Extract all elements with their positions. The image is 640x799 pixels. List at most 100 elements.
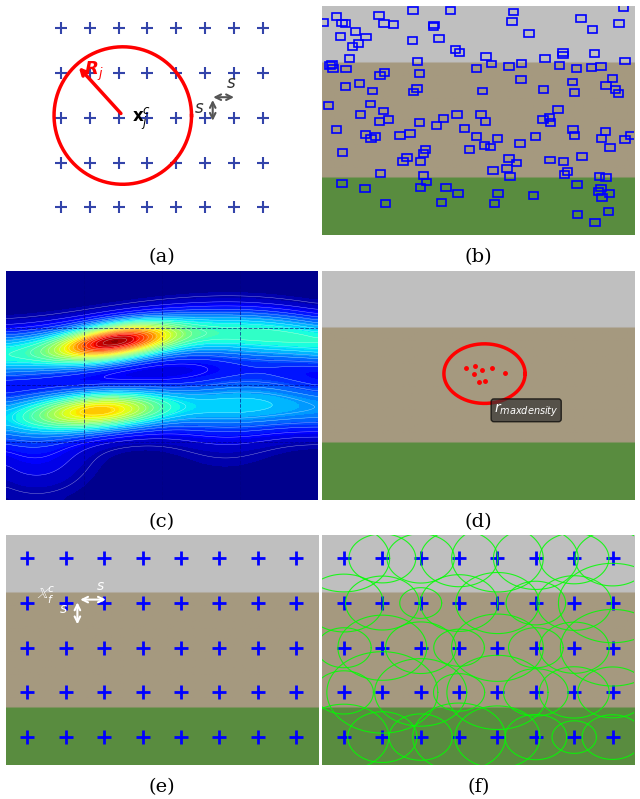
Bar: [415, 119, 424, 125]
Bar: [379, 108, 388, 114]
Bar: [515, 141, 525, 147]
Bar: [452, 112, 461, 118]
Bar: [507, 18, 516, 25]
Bar: [597, 135, 606, 142]
Bar: [396, 132, 404, 139]
Bar: [360, 185, 370, 192]
Bar: [545, 157, 555, 164]
Bar: [531, 133, 541, 140]
Bar: [568, 125, 578, 133]
Bar: [529, 193, 538, 199]
Bar: [472, 133, 481, 140]
Bar: [455, 49, 464, 56]
Text: (a): (a): [148, 248, 175, 266]
Text: $s$: $s$: [59, 602, 68, 616]
Bar: [408, 7, 418, 14]
Bar: [361, 131, 371, 137]
Bar: [538, 116, 548, 122]
Bar: [504, 63, 513, 70]
Bar: [429, 22, 439, 29]
Bar: [480, 142, 489, 149]
Bar: [587, 64, 596, 70]
Bar: [596, 185, 605, 192]
Bar: [554, 106, 563, 113]
Bar: [445, 6, 455, 14]
Text: $s$: $s$: [226, 74, 236, 92]
Bar: [620, 58, 630, 65]
Bar: [384, 116, 393, 123]
Bar: [509, 9, 518, 15]
Bar: [351, 28, 360, 35]
Bar: [328, 65, 337, 72]
Bar: [493, 189, 502, 197]
Bar: [420, 146, 430, 153]
Text: $s$: $s$: [195, 99, 205, 117]
Bar: [337, 181, 347, 187]
Bar: [429, 23, 438, 30]
Bar: [594, 188, 604, 194]
Bar: [380, 70, 389, 76]
Bar: [589, 50, 599, 57]
Bar: [465, 146, 474, 153]
Bar: [568, 78, 577, 85]
Bar: [324, 102, 333, 109]
Bar: [502, 165, 512, 172]
Text: $s$: $s$: [96, 579, 105, 594]
Bar: [604, 208, 613, 215]
Bar: [620, 136, 630, 143]
Bar: [601, 129, 611, 135]
Bar: [348, 43, 357, 50]
Bar: [325, 62, 335, 70]
Bar: [335, 34, 345, 40]
Bar: [422, 178, 431, 185]
Bar: [493, 136, 502, 142]
Bar: [486, 144, 495, 150]
Bar: [559, 171, 569, 178]
Bar: [605, 189, 614, 197]
Bar: [505, 173, 515, 180]
Bar: [374, 12, 383, 19]
Bar: [481, 118, 490, 125]
Bar: [563, 168, 572, 174]
Bar: [524, 30, 534, 38]
Bar: [572, 66, 582, 72]
Bar: [366, 135, 376, 141]
Bar: [355, 111, 365, 117]
Text: (e): (e): [148, 778, 175, 797]
Bar: [353, 40, 363, 47]
Bar: [516, 77, 525, 83]
Bar: [570, 89, 579, 96]
Bar: [327, 61, 337, 68]
Bar: [570, 133, 579, 139]
Bar: [332, 13, 341, 20]
Bar: [597, 194, 607, 201]
Bar: [614, 20, 624, 27]
Bar: [540, 55, 550, 62]
Bar: [472, 66, 481, 72]
Bar: [405, 129, 415, 137]
Bar: [412, 85, 422, 92]
Bar: [398, 158, 408, 165]
Text: (b): (b): [465, 248, 492, 266]
Bar: [340, 20, 350, 26]
Bar: [619, 5, 628, 11]
Bar: [432, 122, 441, 129]
Bar: [380, 20, 389, 26]
Bar: [577, 153, 587, 161]
Bar: [415, 158, 425, 165]
Bar: [435, 35, 444, 42]
Bar: [595, 173, 604, 180]
Bar: [614, 89, 623, 97]
Bar: [368, 88, 377, 94]
Bar: [371, 133, 380, 140]
Bar: [439, 115, 448, 122]
Text: $\mathbb{X}_f^c$: $\mathbb{X}_f^c$: [36, 585, 55, 606]
Bar: [451, 46, 460, 53]
Bar: [558, 52, 568, 58]
Bar: [437, 200, 447, 206]
Bar: [413, 58, 422, 66]
Bar: [419, 173, 428, 179]
Bar: [478, 88, 488, 94]
Bar: [626, 133, 635, 139]
Bar: [374, 118, 384, 125]
